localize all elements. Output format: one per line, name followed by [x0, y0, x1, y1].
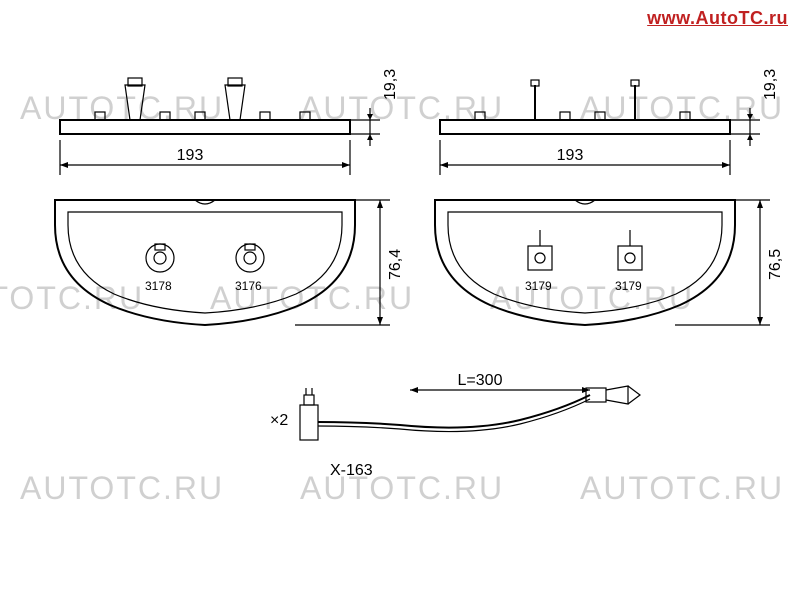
- wire-qty-label: ×2: [270, 412, 288, 429]
- left-thickness-label: 19,3: [382, 69, 399, 100]
- right-width-dimension: 193: [440, 140, 730, 175]
- wire-part-code: X-163: [330, 462, 373, 479]
- left-pad-front-view: 3178 3176: [55, 200, 355, 325]
- right-width-label: 193: [557, 147, 584, 164]
- left-pad-group: 19,3 193 3178 3176: [55, 69, 404, 325]
- left-width-label: 193: [177, 147, 204, 164]
- left-width-dimension: 193: [60, 140, 350, 175]
- left-height-dimension: 76,4: [295, 200, 404, 325]
- right-pad-top-view: 19,3: [440, 69, 779, 146]
- right-pad-group: 19,3 193 3179 3179: [435, 69, 784, 325]
- wire-length-label: L=300: [458, 372, 503, 389]
- left-sensor-code-2: 3176: [235, 279, 262, 293]
- left-sensor-code-1: 3178: [145, 279, 172, 293]
- wire-sensor-group: ×2 L=300 X-163: [270, 372, 640, 479]
- left-height-label: 76,4: [387, 249, 404, 280]
- right-sensor-code-2: 3179: [615, 279, 642, 293]
- right-height-dimension: 76,5: [675, 200, 784, 325]
- right-thickness-label: 19,3: [762, 69, 779, 100]
- right-height-label: 76,5: [767, 249, 784, 280]
- right-pad-front-view: 3179 3179: [435, 200, 735, 325]
- technical-drawing: 19,3 193 3178 3176: [0, 0, 800, 600]
- left-pad-top-view: 19,3: [60, 69, 399, 146]
- right-sensor-code-1: 3179: [525, 279, 552, 293]
